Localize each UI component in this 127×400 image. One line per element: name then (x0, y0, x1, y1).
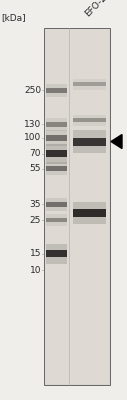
Bar (44, 28, 110, 385)
Text: 130: 130 (24, 120, 41, 129)
Text: 250: 250 (24, 86, 41, 95)
Bar (73, 138, 106, 146)
Bar (46, 202, 67, 207)
Bar (73, 114, 106, 126)
Bar (73, 79, 106, 90)
Bar (46, 130, 67, 146)
Bar (46, 250, 67, 257)
Text: 100: 100 (24, 134, 41, 142)
Text: [kDa]: [kDa] (1, 13, 26, 22)
Bar (73, 82, 106, 86)
Bar (46, 162, 67, 175)
Text: 55: 55 (29, 164, 41, 173)
Bar (46, 214, 67, 226)
Text: 15: 15 (29, 249, 41, 258)
Bar (46, 244, 67, 264)
Bar (46, 166, 67, 171)
Bar (46, 122, 67, 127)
Text: 25: 25 (30, 216, 41, 224)
Bar (73, 209, 106, 217)
Bar (46, 144, 67, 164)
Text: EFO-21: EFO-21 (83, 0, 113, 18)
Text: 35: 35 (29, 200, 41, 209)
Bar (46, 150, 67, 157)
Polygon shape (111, 134, 122, 148)
Bar (73, 118, 106, 122)
Bar (46, 84, 67, 97)
Bar (73, 202, 106, 224)
Bar (73, 130, 106, 153)
Bar (46, 198, 67, 211)
Bar (46, 218, 67, 222)
Text: 10: 10 (29, 266, 41, 274)
Bar (45, 29, 109, 384)
Bar (46, 88, 67, 93)
Bar (46, 135, 67, 141)
Bar (46, 118, 67, 131)
Text: 70: 70 (29, 149, 41, 158)
